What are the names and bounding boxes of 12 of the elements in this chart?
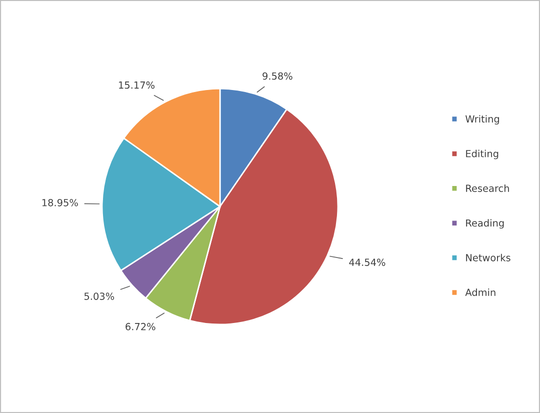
legend-label: Research <box>466 184 509 192</box>
legend-label: Writing <box>465 115 499 124</box>
data-label: 44.54% <box>349 258 386 266</box>
data-label: 18.95% <box>42 198 78 206</box>
legend-label: Networks <box>466 254 510 262</box>
data-label: 15.17% <box>119 81 154 89</box>
data-label: 6.72% <box>126 322 156 330</box>
data-label: 5.03% <box>84 292 114 300</box>
legend-label: Admin <box>465 288 496 296</box>
data-label: 9.58% <box>262 72 292 80</box>
legend-label: Editing <box>466 150 498 160</box>
legend-label: Reading <box>466 219 504 229</box>
